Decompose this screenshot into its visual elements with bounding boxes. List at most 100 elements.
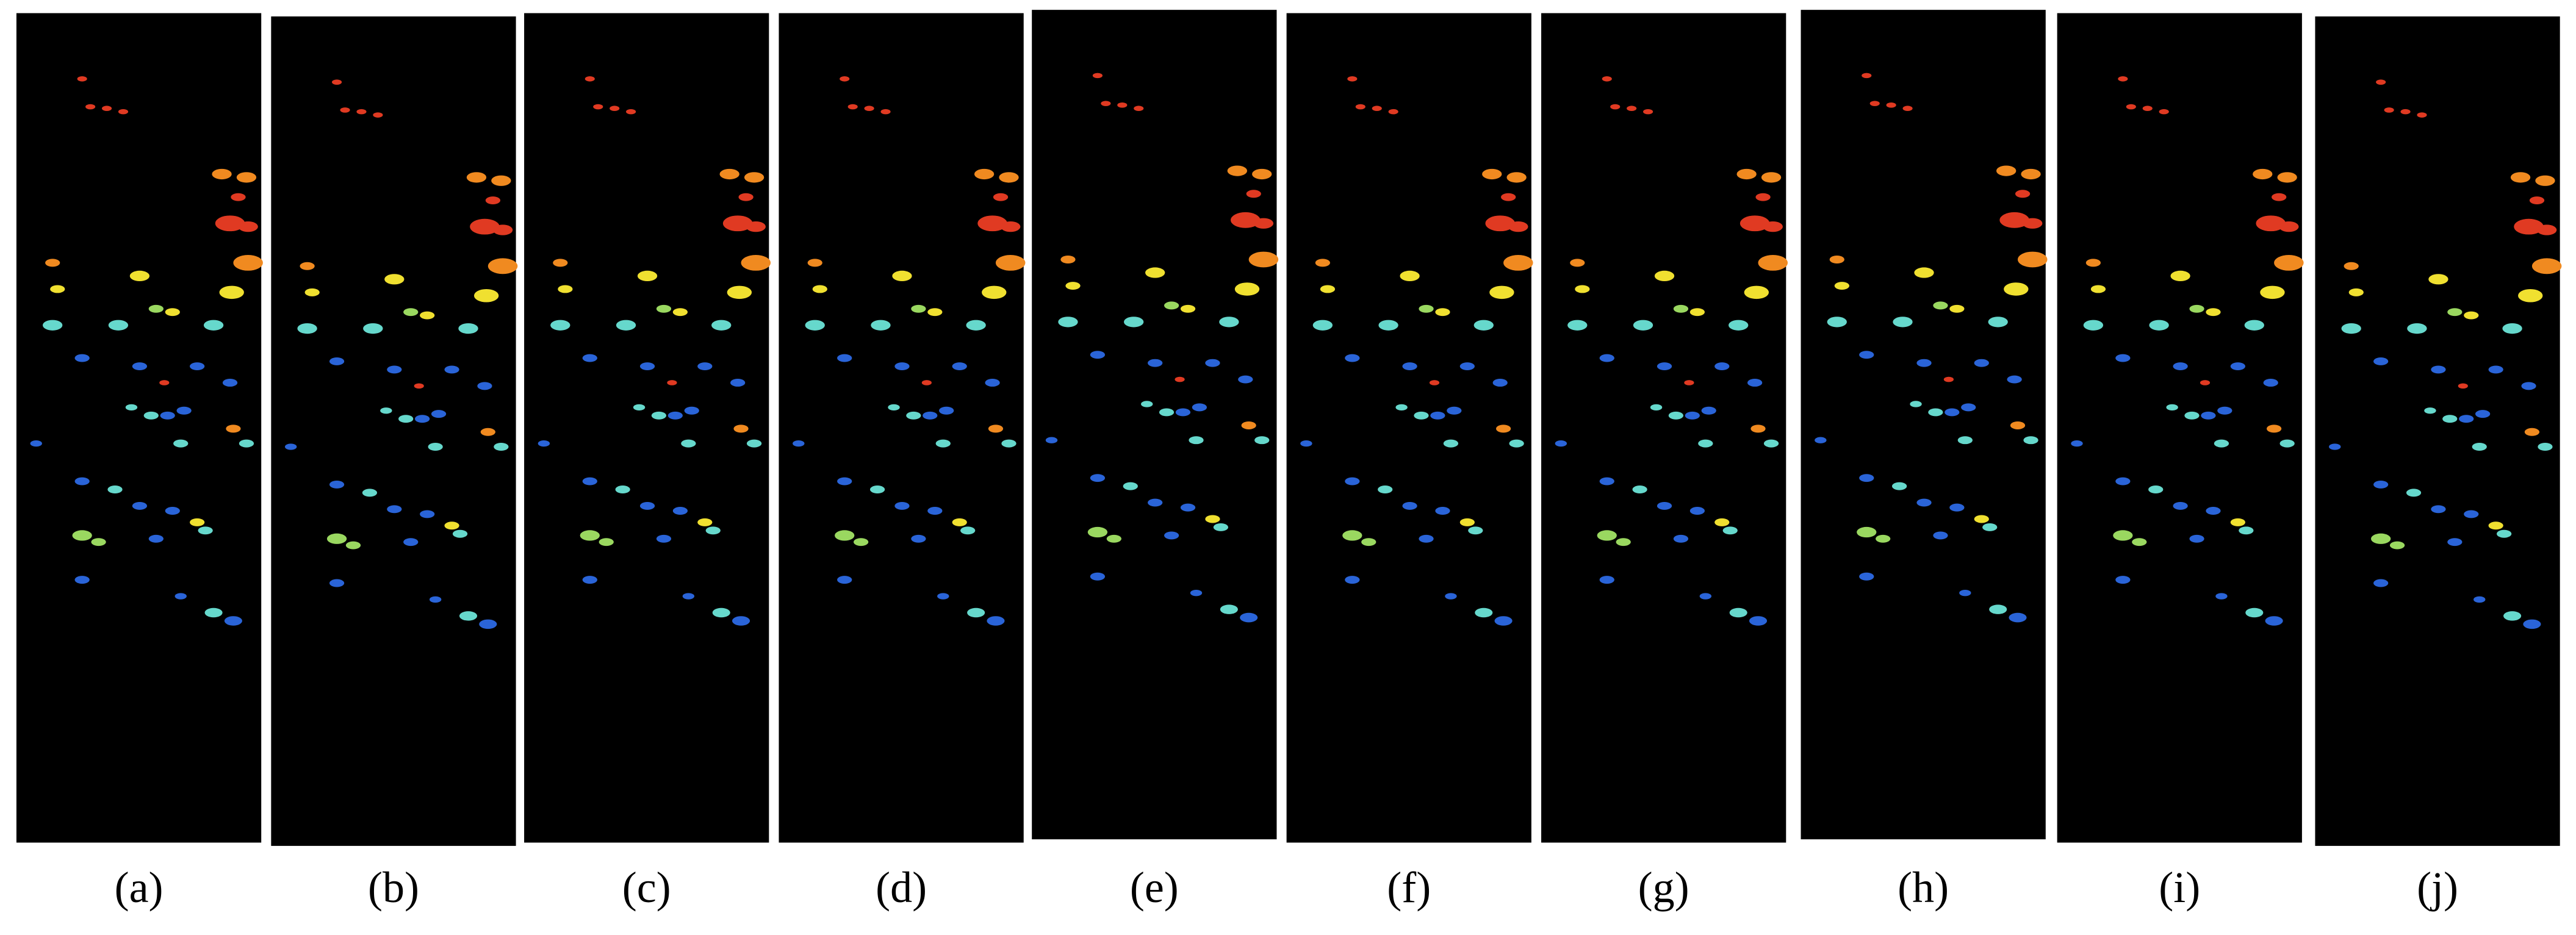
class-region — [2400, 109, 2411, 115]
class-region — [1949, 304, 1965, 313]
class-region — [633, 404, 646, 411]
class-region — [1060, 256, 1076, 263]
class-region — [2265, 616, 2283, 626]
class-region — [1468, 526, 1483, 535]
class-region — [2424, 407, 2436, 414]
class-region — [1714, 518, 1730, 526]
class-region — [1916, 359, 1932, 367]
class-region — [1654, 270, 1675, 282]
class-region — [2447, 308, 2463, 317]
class-region — [329, 357, 345, 365]
class-region — [1492, 379, 1508, 387]
class-region — [198, 526, 213, 535]
class-region — [414, 415, 430, 423]
class-region — [558, 285, 573, 293]
class-region — [1141, 401, 1153, 407]
class-region — [1248, 251, 1279, 268]
class-region — [847, 104, 858, 110]
class-region — [892, 270, 912, 282]
class-region — [538, 440, 550, 447]
class-region — [1961, 403, 1976, 412]
class-region — [894, 362, 910, 371]
class-region — [2406, 489, 2422, 497]
class-region — [923, 411, 938, 420]
class-region — [550, 320, 570, 331]
class-region — [911, 304, 926, 313]
class-region — [585, 76, 595, 82]
class-region — [1459, 518, 1475, 526]
class-region — [1312, 320, 1333, 331]
class-region — [1827, 317, 1847, 328]
class-region — [331, 79, 342, 85]
class-region — [2458, 383, 2468, 389]
class-region — [2538, 443, 2553, 451]
class-region — [50, 285, 65, 293]
class-region — [2497, 529, 2512, 538]
class-region — [329, 480, 345, 489]
class-region — [722, 215, 753, 232]
class-region — [297, 323, 317, 334]
class-region — [1355, 104, 1365, 110]
class-region — [212, 168, 232, 180]
class-region — [1494, 616, 1513, 626]
class-region — [1689, 308, 1705, 317]
class-region — [1761, 172, 1782, 183]
class-region — [1159, 408, 1175, 417]
class-region — [1123, 482, 1138, 490]
class-region — [888, 404, 900, 411]
class-region — [697, 518, 713, 526]
class-region — [1443, 439, 1459, 448]
class-region — [1090, 351, 1106, 359]
class-region — [1190, 590, 1203, 596]
class-region — [2085, 259, 2101, 267]
class-region — [1445, 593, 1457, 600]
class-region — [74, 576, 90, 584]
class-region — [711, 320, 732, 331]
class-region — [1234, 282, 1260, 296]
class-region — [2021, 168, 2041, 180]
class-region — [107, 485, 123, 493]
class-region — [2010, 421, 2026, 429]
class-region — [812, 285, 827, 293]
class-region — [656, 534, 672, 543]
class-region — [74, 354, 90, 362]
class-region — [967, 607, 985, 618]
class-region — [1893, 317, 1913, 328]
class-region — [2407, 323, 2427, 334]
class-region — [1241, 421, 1256, 429]
class-region — [2503, 611, 2522, 621]
class-region — [148, 534, 164, 543]
class-region — [1575, 285, 1590, 293]
class-region — [2260, 285, 2285, 299]
class-region — [1749, 616, 1768, 626]
class-region — [582, 477, 597, 485]
class-region — [420, 311, 435, 320]
class-region — [2488, 365, 2503, 374]
class-region — [960, 526, 976, 535]
class-region — [1485, 215, 1515, 232]
class-region — [1740, 215, 1770, 232]
class-region — [485, 196, 501, 205]
class-region — [639, 362, 655, 371]
class-region — [174, 593, 187, 600]
map-background — [16, 13, 262, 843]
class-region — [2447, 538, 2463, 546]
class-region — [1361, 538, 1376, 546]
class-region — [373, 112, 383, 118]
class-region — [2277, 172, 2297, 183]
class-region — [1999, 212, 2029, 228]
class-region — [2266, 425, 2282, 433]
class-region — [2459, 415, 2474, 423]
class-region — [222, 379, 238, 387]
class-region — [148, 304, 164, 313]
class-region — [1238, 375, 1253, 384]
class-region — [656, 304, 672, 313]
map-background — [1286, 13, 1531, 843]
class-region — [1699, 593, 1712, 600]
class-region — [1090, 572, 1106, 581]
class-region — [1252, 168, 1272, 180]
class-region — [610, 106, 620, 112]
class-region — [732, 616, 750, 626]
class-region — [2018, 251, 2048, 268]
class-region — [1701, 406, 1716, 415]
